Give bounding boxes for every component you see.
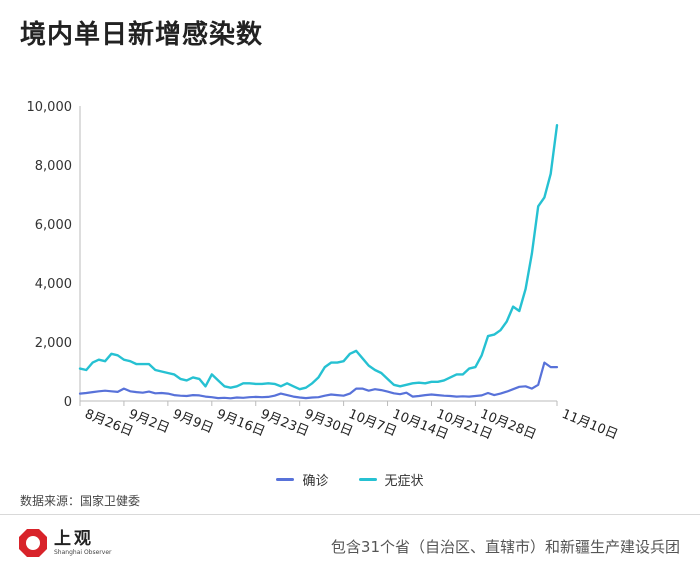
y-tick-label: 8,000 — [35, 159, 72, 174]
line-chart: 0 2,000 4,000 6,000 8,000 10,000 8月26日9月2日9月9… — [27, 100, 620, 443]
y-tick-label: 0 — [64, 395, 72, 410]
footnote: 包含31个省（自治区、直辖市）和新疆生产建设兵团 — [330, 538, 680, 556]
x-tick-label: 9月2日 — [126, 407, 171, 437]
x-tick-label: 9月30日 — [302, 407, 355, 440]
x-axis: 8月26日9月2日9月9日9月16日9月23日9月30日10月7日10月14日1… — [79, 400, 620, 443]
series-line-asymptomatic — [78, 123, 559, 391]
legend-item-asymptomatic: 无症状 — [358, 470, 424, 489]
chart-title: 境内单日新增感染数 — [20, 20, 264, 50]
x-tick-label: 8月26日 — [83, 407, 136, 440]
brand-logo: 上观 Shanghai Observer — [18, 528, 111, 558]
legend-swatch-confirmed — [276, 478, 295, 481]
y-tick-label: 4,000 — [35, 277, 72, 292]
y-axis: 0 2,000 4,000 6,000 8,000 10,000 — [27, 100, 81, 410]
logo-mark-icon — [19, 529, 47, 557]
x-tick-label: 9月9日 — [170, 407, 215, 437]
logo-name: 上观 — [54, 528, 94, 549]
x-tick-label: 9月16日 — [214, 407, 267, 440]
y-tick-label: 6,000 — [35, 218, 72, 233]
legend-item-confirmed: 确诊 — [276, 470, 329, 489]
data-source: 数据来源：国家卫健委 — [20, 494, 141, 508]
chart-lines — [78, 123, 559, 400]
y-tick-label: 10,000 — [27, 100, 73, 115]
x-tick-label: 11月10日 — [560, 407, 620, 443]
y-tick-label: 2,000 — [35, 336, 72, 351]
legend-swatch-asymptomatic — [358, 478, 377, 481]
legend: 确诊 无症状 — [0, 470, 700, 489]
legend-label-confirmed: 确诊 — [302, 474, 329, 489]
legend-label-asymptomatic: 无症状 — [384, 474, 424, 489]
x-tick-label: 10月7日 — [346, 407, 399, 440]
series-line-confirmed — [78, 361, 559, 400]
logo-english: Shanghai Observer — [54, 548, 112, 556]
footer-divider — [0, 514, 700, 515]
x-tick-label: 9月23日 — [258, 407, 311, 440]
